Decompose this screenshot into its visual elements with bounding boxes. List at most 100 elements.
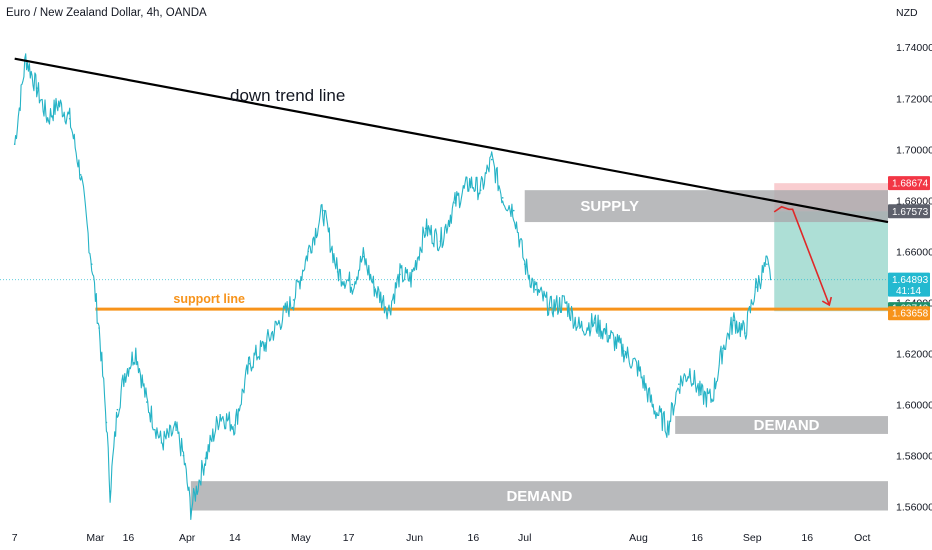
chart-title: Euro / New Zealand Dollar, 4h, OANDA — [6, 7, 207, 19]
stop-price-value: 1.68674 — [892, 179, 929, 190]
price-point — [637, 368, 640, 370]
price-point — [307, 250, 310, 253]
price-point — [336, 271, 339, 273]
price-point — [109, 490, 111, 493]
price-point — [769, 278, 772, 281]
price-point — [512, 209, 515, 212]
x-tick-label: 17 — [343, 532, 355, 544]
x-tick-label: Sep — [743, 532, 762, 544]
price-point — [689, 370, 691, 373]
price-point — [182, 454, 185, 457]
entry-price-value: 1.67573 — [892, 207, 929, 218]
entry-price-badge — [888, 204, 930, 219]
stop-price-badge — [888, 176, 930, 191]
price-point — [24, 56, 27, 59]
price-point — [424, 227, 427, 230]
price-point — [219, 413, 221, 416]
x-tick-label: 16 — [123, 532, 135, 544]
price-point — [204, 457, 207, 459]
price-point — [362, 255, 365, 258]
price-point — [652, 406, 654, 408]
price-point — [90, 263, 93, 265]
price-point — [410, 278, 412, 281]
price-point — [722, 347, 724, 350]
price-point — [534, 288, 537, 291]
price-point — [501, 197, 504, 199]
demand-zone[interactable] — [675, 416, 888, 434]
price-point — [608, 334, 610, 337]
price-point — [79, 174, 82, 176]
target-price-value: 1.63658 — [892, 309, 929, 320]
price-series-line — [14, 53, 772, 521]
down-trend-line-label: down trend line — [230, 86, 345, 105]
price-point — [523, 263, 526, 265]
price-point — [454, 202, 456, 204]
x-tick-label: 16 — [801, 532, 813, 544]
price-point — [564, 301, 566, 304]
price-point — [399, 273, 401, 276]
price-point — [711, 398, 713, 401]
price-point — [263, 345, 265, 347]
last-price-value: 1.64893 — [892, 275, 929, 286]
price-point — [175, 429, 177, 431]
price-point — [373, 286, 376, 288]
y-tick-label: 1.74000 — [896, 42, 932, 54]
y-tick-label: 1.66000 — [896, 246, 932, 258]
price-point — [13, 143, 16, 146]
price-point — [68, 117, 71, 120]
price-point — [134, 350, 137, 352]
x-tick-label: Aug — [629, 532, 648, 544]
x-tick-label: Jul — [518, 532, 531, 544]
price-point — [292, 299, 295, 301]
price-point — [744, 332, 746, 334]
price-point — [351, 283, 354, 286]
y-tick-label: 1.72000 — [896, 93, 932, 105]
price-point — [123, 373, 126, 375]
projection-path — [773, 205, 831, 306]
price-point — [549, 306, 552, 309]
x-tick-label: 16 — [691, 532, 703, 544]
price-point — [623, 350, 625, 352]
take-profit-zone — [774, 211, 888, 312]
demand-zone-label: DEMAND — [506, 488, 572, 505]
x-tick-label: 7 — [12, 532, 18, 544]
price-point — [578, 327, 581, 329]
price-point — [105, 421, 108, 424]
price-point — [278, 322, 280, 324]
projection-arrowhead — [821, 296, 833, 307]
y-tick-label: 1.56000 — [896, 502, 932, 514]
price-point — [766, 263, 768, 265]
x-tick-label: 16 — [468, 532, 480, 544]
price-point — [490, 158, 493, 161]
bar-countdown: 41:14 — [896, 286, 921, 297]
x-tick-label: May — [291, 532, 312, 544]
price-point — [593, 322, 596, 324]
x-tick-label: Apr — [179, 532, 196, 544]
price-point — [322, 209, 324, 212]
y-tick-label: 1.58000 — [896, 451, 932, 463]
price-point — [700, 393, 702, 396]
price-point — [46, 117, 49, 120]
currency-label: NZD — [896, 7, 918, 19]
price-point — [35, 87, 38, 89]
x-tick-label: Jun — [406, 532, 423, 544]
last-price-badge — [888, 272, 930, 297]
price-point — [468, 181, 471, 184]
price-point — [388, 309, 390, 311]
price-point — [733, 319, 735, 322]
price-point — [479, 189, 482, 191]
supply-zone[interactable] — [524, 190, 888, 223]
price-point — [755, 286, 757, 288]
price-point — [439, 240, 442, 243]
x-tick-label: Oct — [854, 532, 870, 544]
price-point — [145, 401, 148, 403]
target-price-badge — [888, 306, 930, 321]
price-point — [234, 424, 236, 426]
price-point — [116, 408, 119, 411]
demand-zone-label: DEMAND — [754, 417, 820, 434]
demand-zone[interactable] — [190, 481, 888, 511]
supply-zone-label: SUPPLY — [580, 198, 639, 215]
down-trend-line[interactable] — [14, 57, 889, 224]
